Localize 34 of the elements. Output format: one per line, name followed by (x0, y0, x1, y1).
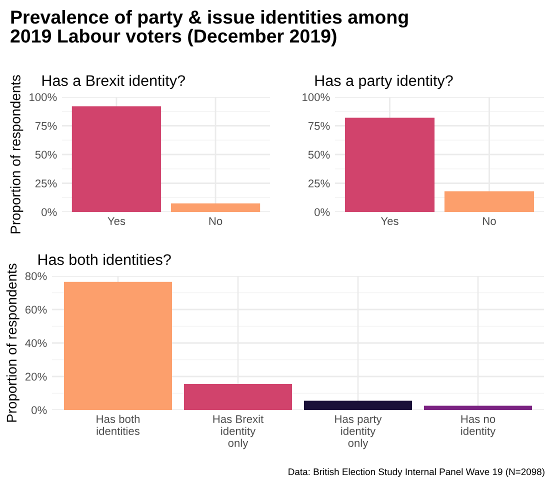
chart-subtitle: Has a Brexit identity? (42, 74, 185, 90)
y-tick-label: 100% (30, 93, 57, 102)
y-tick-label: 0% (314, 208, 330, 216)
y-tick-label: 25% (35, 180, 57, 188)
x-tick-label: Has Brexit identity only (213, 414, 264, 450)
y-tick-label: 40% (25, 339, 47, 348)
y-axis-title: Proportion of respondents (6, 264, 20, 422)
x-tick-label: No (483, 217, 496, 226)
y-tick-label: 20% (25, 372, 47, 381)
text: Data: British Election Study Internal Panel Wave 19 (N=2098) (288, 468, 544, 477)
bar (184, 384, 292, 410)
y-tick-label: 0% (32, 406, 47, 414)
y-tick-label: 50% (308, 150, 330, 159)
y-tick-label: 75% (35, 122, 57, 130)
y-tick-label: 80% (25, 272, 47, 280)
x-tick-label: Yes (380, 217, 398, 226)
chart-title: Prevalence of party & issue identities among 2019 Labour voters (December 2019) (10, 10, 408, 46)
y-tick-label: 100% (302, 93, 330, 102)
bar (424, 406, 532, 410)
chart-subtitle: Has a party identity? (315, 74, 453, 90)
chart-subtitle: Has both identities? (38, 254, 171, 266)
x-tick-label: Has no identity (461, 415, 496, 438)
x-tick-label: Has party identity only (335, 415, 382, 450)
y-tick-label: 0% (42, 208, 57, 216)
bar (304, 400, 412, 410)
x-tick-label: Yes (108, 217, 126, 226)
x-tick-label: No (209, 217, 222, 226)
x-tick-label: Has both identities (96, 414, 140, 435)
y-tick-label: 60% (25, 306, 47, 314)
y-tick-label: 50% (35, 150, 57, 159)
y-axis-title: Proportion of respondents (10, 75, 24, 234)
y-tick-label: 75% (308, 122, 330, 130)
bar (64, 282, 172, 410)
y-tick-label: 25% (308, 180, 330, 188)
